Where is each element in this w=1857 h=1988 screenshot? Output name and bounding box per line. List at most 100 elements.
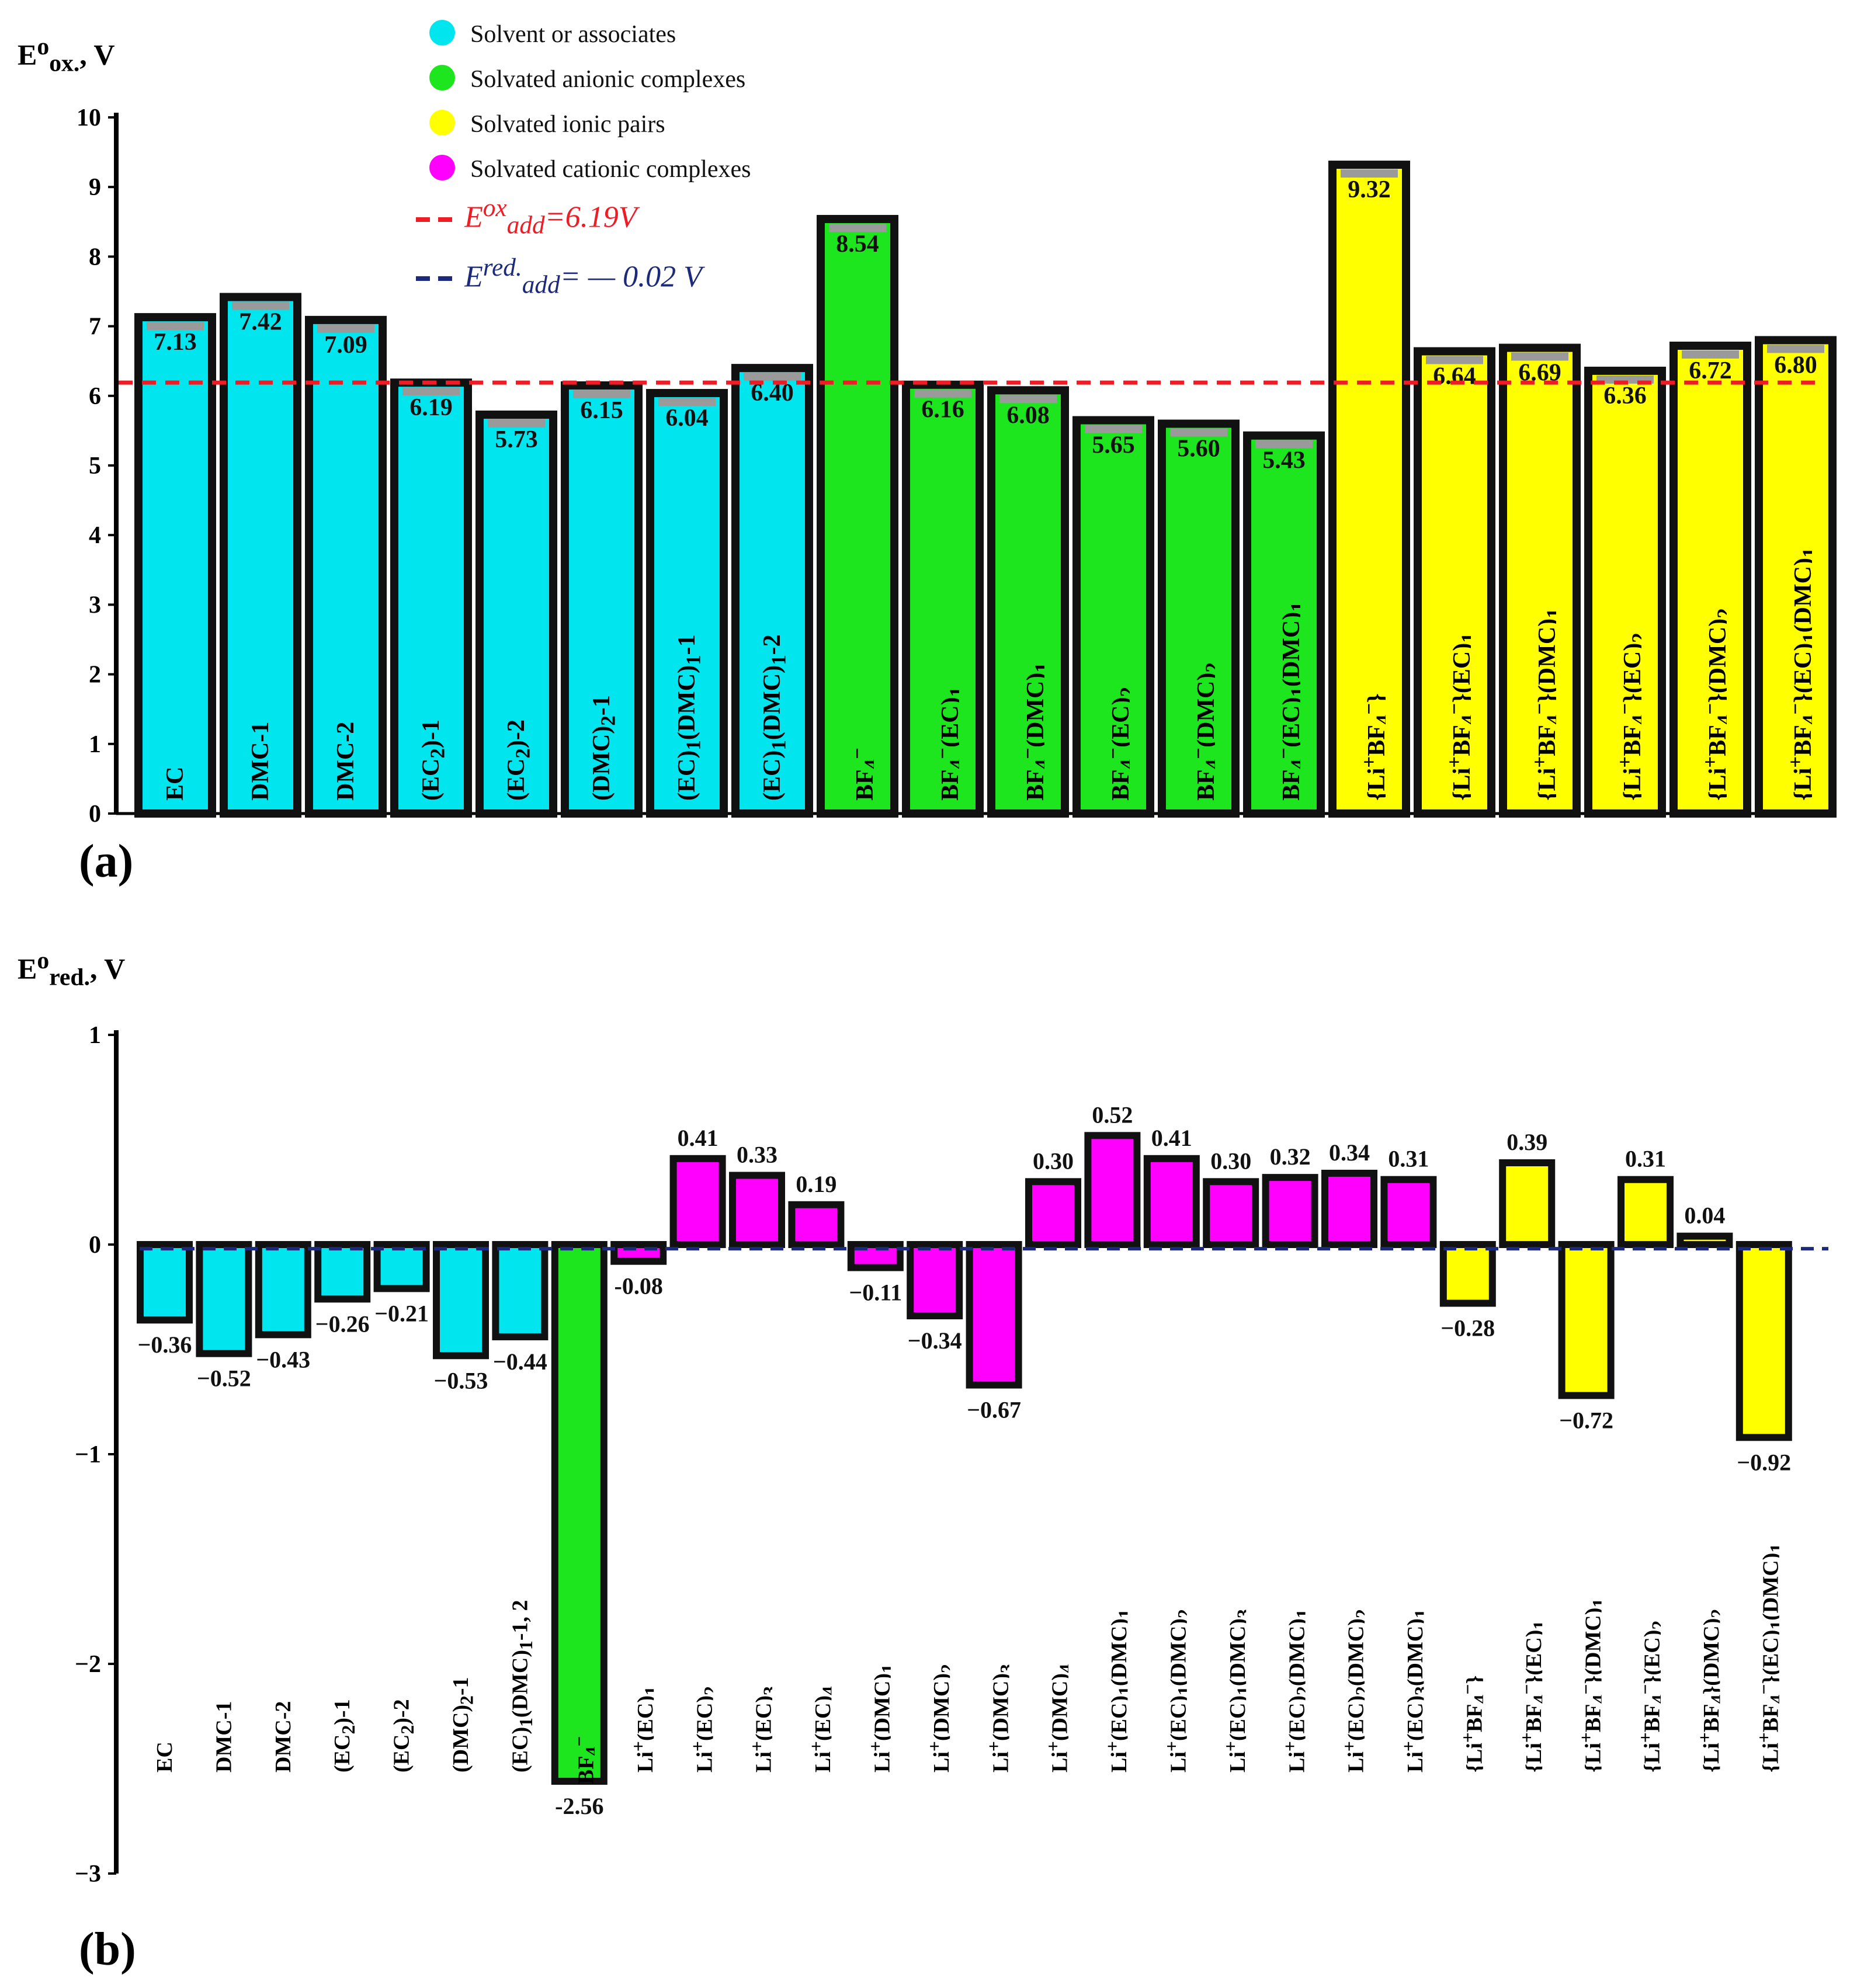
bar xyxy=(1143,1155,1200,1249)
y-tick-label: 0 xyxy=(89,1232,101,1259)
category-label: Li+(DMC)1 xyxy=(865,1664,891,1772)
category-label: {Li+BF4−}(EC)1(DMC)1 xyxy=(1753,1544,1779,1772)
category-label: Li+(EC)2(DMC)2 xyxy=(1339,1609,1365,1772)
bar xyxy=(1755,336,1837,818)
category-label: Li+(EC)1(DMC)2 xyxy=(1161,1609,1187,1772)
data-label: −0.43 xyxy=(256,1346,310,1372)
data-label: 0.41 xyxy=(678,1125,718,1151)
category-label: DMC-2 xyxy=(332,721,359,801)
y-axis-label: Eoox., V xyxy=(18,35,115,77)
category-label: (DMC)2-1 xyxy=(588,695,618,801)
data-label: −0.92 xyxy=(1737,1449,1791,1475)
category-label: Li+(DMC)4 xyxy=(1043,1664,1068,1772)
data-label: −0.44 xyxy=(493,1348,547,1375)
data-label: −0.52 xyxy=(197,1365,251,1392)
bar-cap-shade xyxy=(147,322,204,331)
data-label: 0.33 xyxy=(737,1142,777,1168)
bar xyxy=(987,386,1069,818)
y-tick-label: 7 xyxy=(89,314,101,340)
y-tick-label: 5 xyxy=(89,453,101,479)
data-label: 6.15 xyxy=(580,397,623,424)
category-label: Li+(DMC)3 xyxy=(983,1664,1009,1772)
bar xyxy=(1262,1174,1318,1248)
bar xyxy=(669,1155,726,1249)
data-label: −0.36 xyxy=(138,1332,192,1358)
bar xyxy=(1243,431,1325,818)
data-label: −0.21 xyxy=(374,1300,429,1326)
bar xyxy=(1380,1176,1437,1248)
data-label: 6.16 xyxy=(921,397,964,423)
bar xyxy=(1203,1178,1259,1249)
bar xyxy=(561,381,643,818)
category-label: Li+(EC)1(DMC)3 xyxy=(1220,1609,1247,1772)
bar-cap-shade xyxy=(1511,352,1568,361)
bar-cap-shade xyxy=(402,387,460,396)
category-label: Li+(EC)4 xyxy=(806,1686,832,1772)
data-label: -2.56 xyxy=(555,1793,603,1819)
bar-cap-shade xyxy=(232,301,289,310)
category-label: BF4−(DMC)2 xyxy=(1187,662,1215,801)
legend-marker xyxy=(429,20,455,46)
bar xyxy=(610,1241,667,1265)
bar xyxy=(314,1241,371,1303)
bar-cap-shade xyxy=(1255,440,1313,449)
legend-marker xyxy=(429,155,455,180)
bar xyxy=(373,1241,430,1292)
data-label: 6.04 xyxy=(665,405,709,432)
y-axis-label: Eored., V xyxy=(18,949,126,991)
bar-cap-shade xyxy=(914,389,971,398)
data-label: 0.30 xyxy=(1210,1148,1251,1174)
bar xyxy=(907,1241,963,1320)
data-label: 6.36 xyxy=(1603,383,1647,409)
y-tick-label: −3 xyxy=(75,1861,101,1888)
data-label: 7.42 xyxy=(239,309,282,336)
bar-cap-shade xyxy=(488,419,545,428)
bar xyxy=(137,1241,193,1324)
data-label: 6.72 xyxy=(1689,357,1732,384)
bar xyxy=(1499,1159,1556,1248)
data-label: 0.32 xyxy=(1270,1144,1311,1170)
bar xyxy=(1676,1232,1733,1248)
bar xyxy=(646,389,728,818)
bar xyxy=(1025,1178,1081,1249)
bar xyxy=(1072,416,1154,818)
panel-b: −3 −2 −1 0 1 Eored., V (b) −0.36 EC −0.52 DMC-1 −0.… xyxy=(18,949,1828,1973)
category-label: {Li+BF4−}(DMC)2 xyxy=(1699,608,1727,801)
category-label: {Li+BF4−}(EC)2 xyxy=(1613,632,1641,801)
bar xyxy=(788,1201,845,1249)
bar xyxy=(134,313,216,818)
bar xyxy=(1439,1241,1496,1307)
category-label: (EC2)-2 xyxy=(389,1699,417,1772)
data-label: 7.09 xyxy=(324,332,367,359)
legend-label: Solvated cationic complexes xyxy=(470,156,751,183)
data-label: 6.19 xyxy=(409,394,453,421)
legend-marker xyxy=(429,65,455,91)
bar xyxy=(1735,1241,1792,1441)
bar xyxy=(1084,1132,1141,1248)
data-label: 5.60 xyxy=(1177,435,1220,462)
data-label: 0.30 xyxy=(1033,1148,1074,1174)
bar-cap-shade xyxy=(744,373,801,381)
category-label: BF4− xyxy=(568,1736,595,1784)
category-label: Li+(EC)1 xyxy=(628,1686,654,1772)
data-label: 9.32 xyxy=(1348,176,1391,203)
legend-label: Solvated anionic complexes xyxy=(470,66,745,93)
category-label: EC xyxy=(152,1742,177,1772)
y-tick-label: 10 xyxy=(77,105,101,131)
data-label: 0.19 xyxy=(796,1171,836,1197)
data-label: 6.64 xyxy=(1433,363,1476,390)
category-label: (EC)1(DMC)1-1 xyxy=(674,634,703,801)
data-label: 0.39 xyxy=(1507,1129,1547,1155)
category-label: Li+(EC)3 xyxy=(747,1686,772,1772)
bar-cap-shade xyxy=(1767,345,1824,353)
data-label: 8.54 xyxy=(836,231,879,258)
data-label: 0.31 xyxy=(1625,1146,1666,1172)
bar xyxy=(1499,343,1581,818)
y-tick-label: 1 xyxy=(89,1022,101,1049)
data-label: 0.31 xyxy=(1388,1146,1429,1172)
bar-cap-shade xyxy=(573,390,630,398)
bar-cap-shade xyxy=(1682,350,1739,359)
legend-label: Solvent or associates xyxy=(470,21,676,48)
bar xyxy=(1158,419,1240,818)
